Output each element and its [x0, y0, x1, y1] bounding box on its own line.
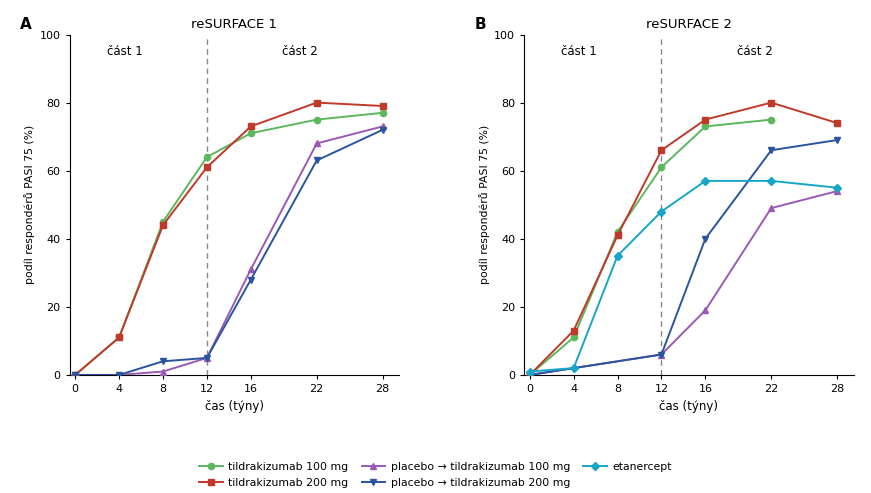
Y-axis label: podíl respondérů PASI 75 (%): podíl respondérů PASI 75 (%) [479, 125, 490, 284]
Text: B: B [475, 17, 486, 33]
Title: reSURFACE 1: reSURFACE 1 [192, 18, 277, 31]
Text: část 2: část 2 [282, 45, 318, 58]
Text: část 2: část 2 [737, 45, 773, 58]
Legend: tildrakizumab 100 mg, tildrakizumab 200 mg, placebo → tildrakizumab 100 mg, plac: tildrakizumab 100 mg, tildrakizumab 200 … [199, 462, 672, 488]
Text: A: A [20, 17, 32, 33]
Title: reSURFACE 2: reSURFACE 2 [646, 18, 732, 31]
Y-axis label: podíl respondérů PASI 75 (%): podíl respondérů PASI 75 (%) [24, 125, 36, 284]
Text: část 1: část 1 [561, 45, 597, 58]
Text: část 1: část 1 [107, 45, 143, 58]
X-axis label: čas (týny): čas (týny) [659, 399, 719, 413]
X-axis label: čas (týny): čas (týny) [205, 399, 264, 413]
